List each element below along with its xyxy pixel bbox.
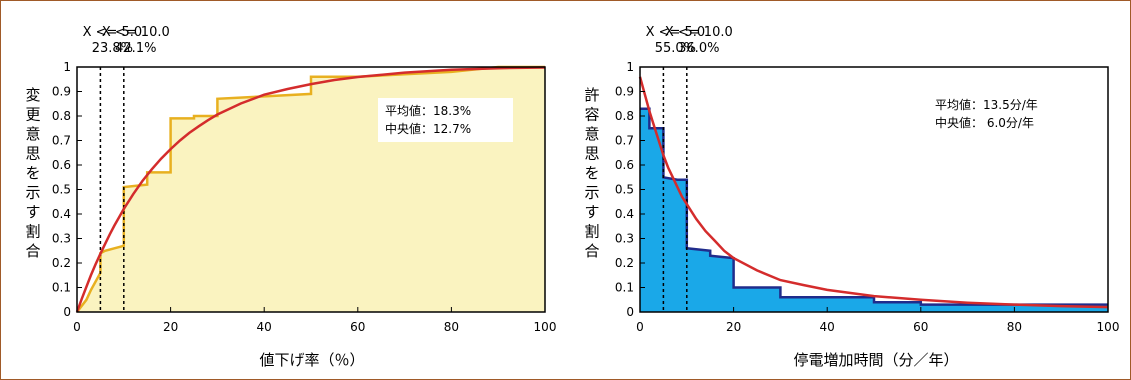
x-axis-label: 値下げ率（％） <box>259 351 364 369</box>
y-tick-label: 0.9 <box>52 85 71 99</box>
y-tick-label: 0.9 <box>615 85 634 99</box>
x-tick-label: 100 <box>1097 320 1120 334</box>
threshold-label: X <= 10.0 <box>102 25 170 40</box>
y-tick-label: 0.7 <box>615 134 634 148</box>
stats-box <box>378 98 513 142</box>
x-tick-label: 0 <box>73 320 81 334</box>
y-tick-label: 0.8 <box>615 109 634 123</box>
fitted-curve <box>638 76 1109 309</box>
x-tick-label: 40 <box>257 320 272 334</box>
threshold-label: X <= 10.0 <box>665 25 733 40</box>
fitted-curve <box>75 66 546 313</box>
x-tick-label: 20 <box>163 320 178 334</box>
y-tick-label: 0.6 <box>52 158 71 172</box>
chart-right: X <= 5.055.0%X <= 10.036.0% 0 0.1 0.2 0.3 0.4… <box>584 25 1119 369</box>
y-tick-label: 1 <box>626 60 634 74</box>
mean-label: 平均値：13.5分/年 <box>935 97 1038 112</box>
threshold-value: 36.0% <box>678 41 719 56</box>
threshold-value: 23.8% <box>92 41 133 56</box>
area-fill <box>640 108 1108 312</box>
y-tick-label: 0.1 <box>52 281 71 295</box>
threshold-value: 42.1% <box>115 41 156 56</box>
y-tick-label: 0.3 <box>52 232 71 246</box>
x-tick-label: 0 <box>636 320 644 334</box>
y-tick-label: 0.7 <box>52 134 71 148</box>
x-tick-label: 80 <box>1007 320 1022 334</box>
x-tick-label: 80 <box>444 320 459 334</box>
y-tick-label: 0 <box>63 305 71 319</box>
mean-label: 平均値：18.3% <box>385 103 471 118</box>
y-tick-label: 0.4 <box>52 207 71 221</box>
y-tick-label: 0.2 <box>52 256 71 270</box>
x-tick-label: 20 <box>726 320 741 334</box>
y-tick-label: 0.2 <box>615 256 634 270</box>
y-axis-label: 変更意思を示す割合 <box>25 86 40 260</box>
x-axis-label: 停電増加時間（分／年） <box>793 351 958 369</box>
chart-left: X <= 5.023.8%X <= 10.042.1% 0 0.1 0.2 0.3 0.4… <box>25 25 556 369</box>
y-tick-label: 0.4 <box>615 207 634 221</box>
threshold-value: 55.0% <box>655 41 696 56</box>
x-tick-label: 40 <box>820 320 835 334</box>
y-tick-label: 0.5 <box>615 183 634 197</box>
median-label: 中央値： 6.0分/年 <box>935 115 1034 130</box>
y-tick-label: 0.6 <box>615 158 634 172</box>
y-tick-label: 1 <box>63 60 71 74</box>
y-tick-label: 0 <box>626 305 634 319</box>
y-tick-label: 0.1 <box>615 281 634 295</box>
y-tick-label: 0.5 <box>52 183 71 197</box>
y-axis-label: 許容意思を示す割合 <box>584 86 599 260</box>
y-tick-label: 0.8 <box>52 109 71 123</box>
x-tick-label: 100 <box>534 320 557 334</box>
threshold-label: X <= 5.0 <box>83 25 143 40</box>
threshold-label: X <= 5.0 <box>646 25 706 40</box>
y-tick-label: 0.3 <box>615 232 634 246</box>
median-label: 中央値：12.7% <box>385 121 471 136</box>
x-tick-label: 60 <box>913 320 928 334</box>
x-tick-label: 60 <box>350 320 365 334</box>
